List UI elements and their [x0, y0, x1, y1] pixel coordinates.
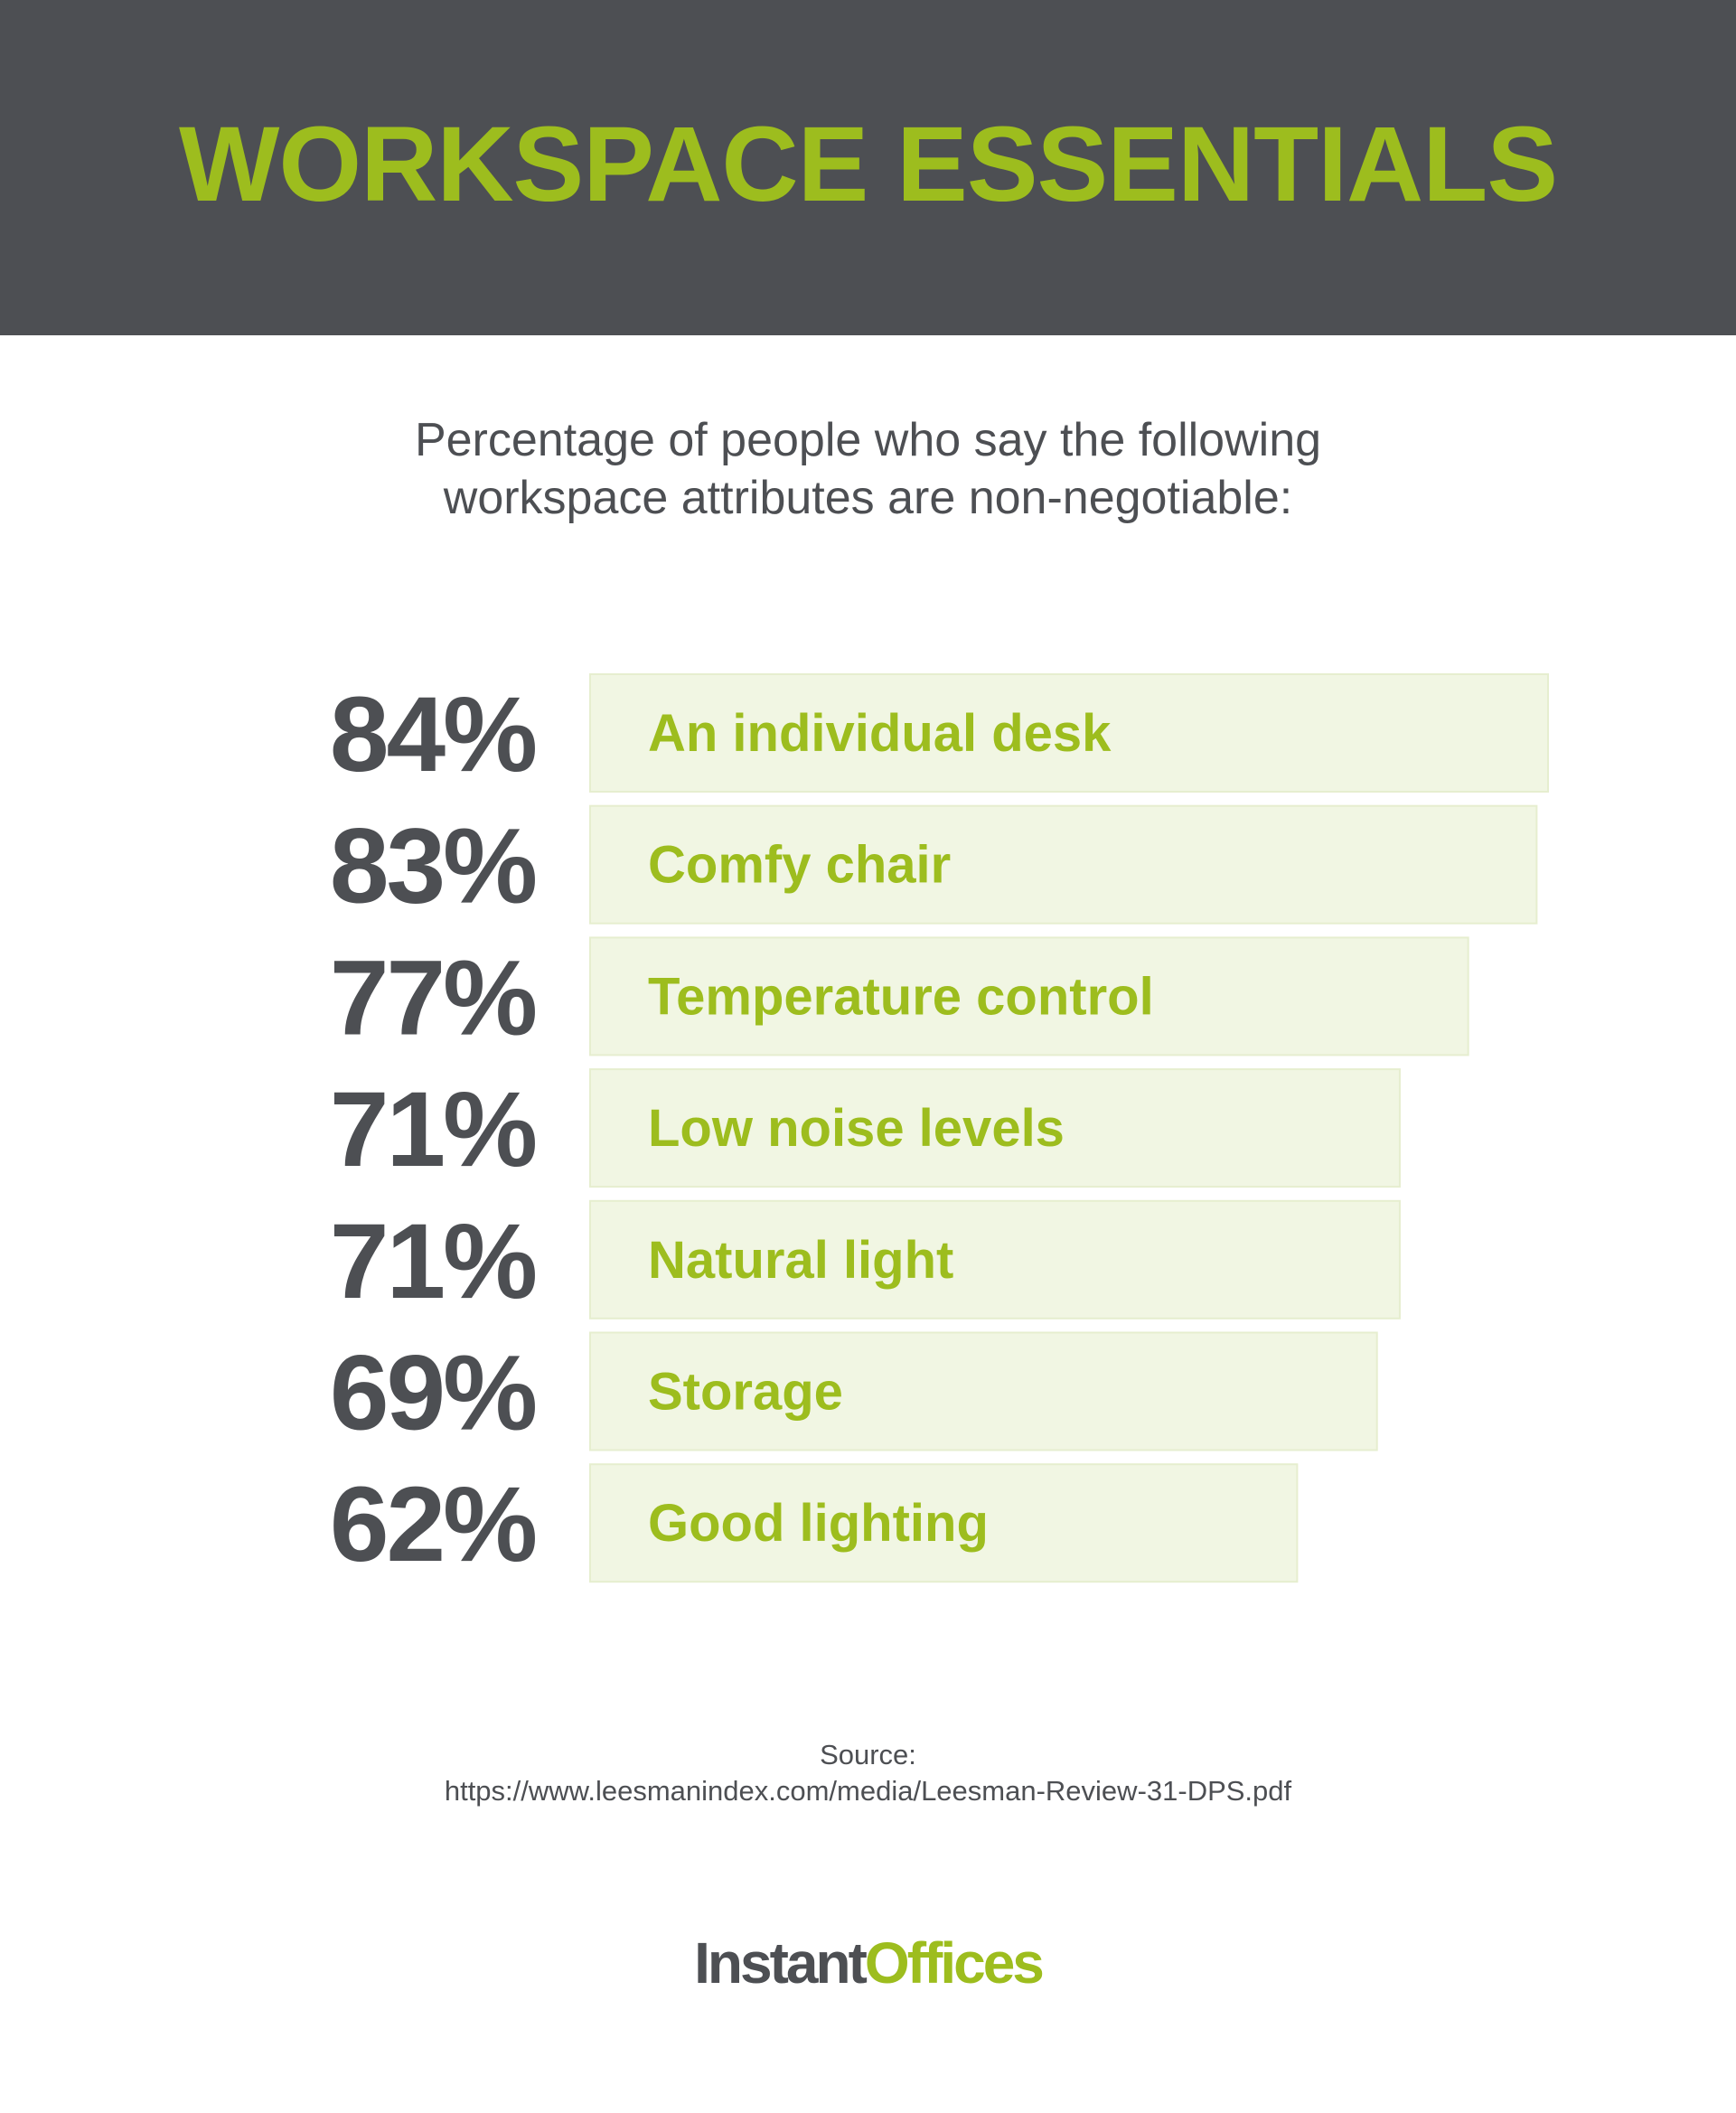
- value-label-7: 62%: [330, 1465, 535, 1584]
- logo-text-offices: Offices: [864, 1930, 1045, 1996]
- source-label: Source:: [820, 1739, 916, 1770]
- bar-4: [589, 1068, 1401, 1188]
- bar-7: [589, 1463, 1299, 1583]
- value-label-6: 69%: [330, 1334, 535, 1453]
- bar-label-6: Storage: [648, 1363, 843, 1422]
- bar-label-3: Temperature control: [648, 967, 1154, 1026]
- bar-2: [589, 804, 1538, 925]
- subtitle-line-1: Percentage of people who say the followi…: [414, 414, 1322, 466]
- value-label-4: 71%: [330, 1070, 535, 1189]
- bar-label-2: Comfy chair: [648, 836, 951, 895]
- chart-subtitle: Percentage of people who say the followi…: [0, 411, 1736, 527]
- bar-6: [589, 1331, 1378, 1451]
- value-label-1: 84%: [330, 675, 535, 794]
- value-label-5: 71%: [330, 1202, 535, 1321]
- bar-1: [589, 673, 1549, 793]
- bar-label-7: Good lighting: [648, 1494, 989, 1553]
- source-note: Source: https://www.leesmanindex.com/med…: [0, 1737, 1736, 1809]
- value-label-2: 83%: [330, 807, 535, 926]
- bar-label-4: Low noise levels: [648, 1099, 1065, 1158]
- subtitle-line-2: workspace attributes are non-negotiable:: [443, 472, 1293, 524]
- bar-label-5: Natural light: [648, 1231, 953, 1290]
- brand-logo: InstantOffices: [0, 1927, 1736, 1999]
- source-url: https://www.leesmanindex.com/media/Leesm…: [444, 1775, 1292, 1807]
- page-title: WORKSPACE ESSENTIALS: [178, 105, 1558, 224]
- value-label-3: 77%: [330, 938, 535, 1057]
- bar-5: [589, 1199, 1401, 1319]
- bar-3: [589, 936, 1469, 1056]
- header-band: [0, 0, 1736, 335]
- logo-text-instant: Instant: [694, 1930, 868, 1996]
- bar-label-1: An individual desk: [648, 704, 1112, 763]
